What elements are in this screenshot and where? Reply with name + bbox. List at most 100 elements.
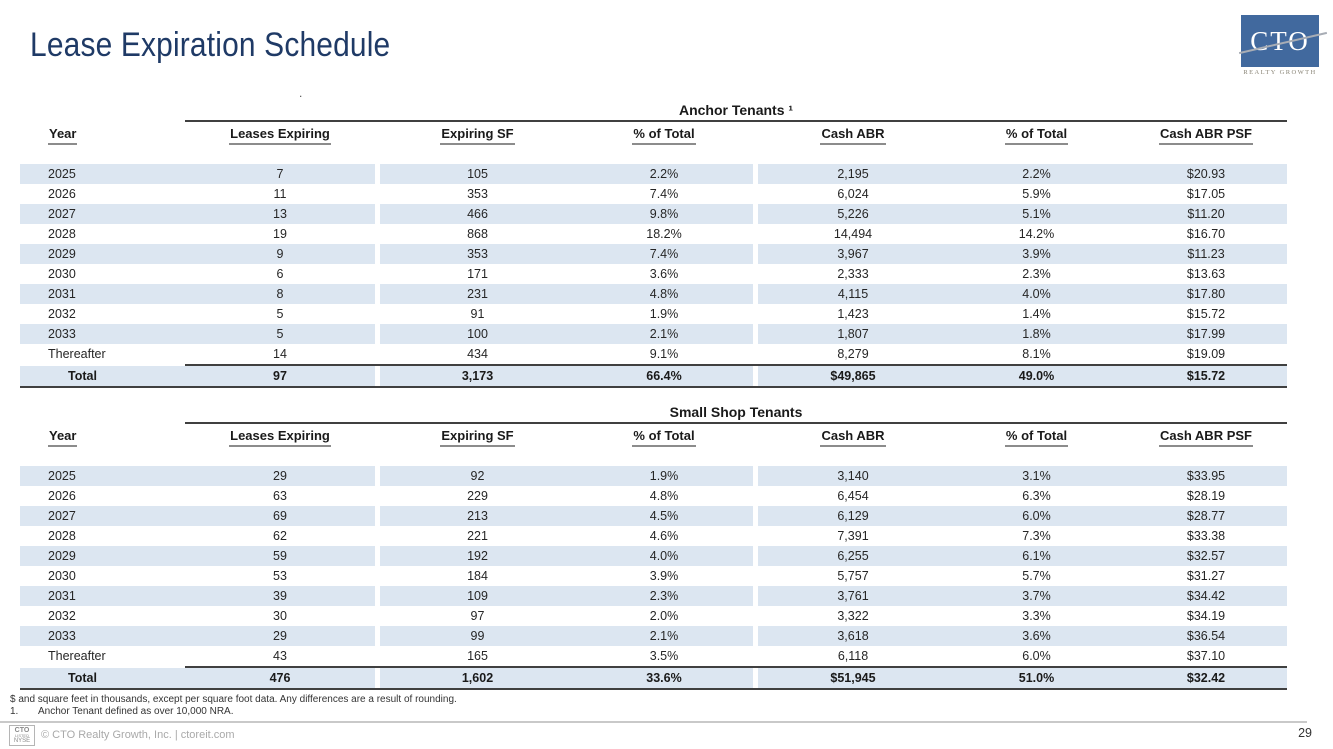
- cell: 63: [273, 489, 287, 503]
- cell: 6.1%: [948, 546, 1125, 566]
- table-top-rule: [185, 120, 1287, 122]
- cell: 2.2%: [948, 164, 1125, 184]
- badge-listed-text: LISTED: [14, 733, 29, 738]
- cell: 2.3%: [1022, 267, 1051, 281]
- total-cell: $51,945: [753, 668, 948, 688]
- cell: 6,255: [753, 546, 948, 566]
- cell: 9: [185, 244, 375, 264]
- table-row: 2033 29 99 2.1% 3,618 3.6% $36.54: [20, 626, 1287, 646]
- table-row: 2027 69 213 4.5% 6,129 6.0% $28.77: [20, 506, 1287, 526]
- cell: Thereafter: [48, 347, 106, 361]
- cell: $17.80: [1125, 284, 1287, 304]
- table-row: 2029 9 353 7.4% 3,967 3.9% $11.23: [20, 244, 1287, 264]
- cell: 2027: [20, 506, 185, 526]
- cell: 6,118: [753, 646, 948, 666]
- total-cell: Total: [20, 366, 185, 386]
- column-header: Cash ABR PSF: [1125, 122, 1287, 146]
- cell: 192: [375, 546, 575, 566]
- cell: 14: [273, 347, 287, 361]
- cell: 2031: [20, 284, 185, 304]
- cell: 2.0%: [649, 609, 679, 623]
- table-row: 2025 29 92 1.9% 3,140 3.1% $33.95: [20, 466, 1287, 486]
- cell: 353: [375, 244, 575, 264]
- cell: 11: [273, 187, 287, 201]
- cell: $28.77: [1125, 506, 1287, 526]
- cell: 59: [185, 546, 375, 566]
- table-row: 2026 63 229 4.8% 6,454 6.3% $28.19: [20, 486, 1287, 506]
- cell: $17.05: [1186, 187, 1226, 201]
- cell: 3.7%: [948, 586, 1125, 606]
- cell: 3,761: [753, 586, 948, 606]
- total-cell: 49.0%: [948, 366, 1125, 386]
- table-row: 2033 5 100 2.1% 1,807 1.8% $17.99: [20, 324, 1287, 344]
- cto-logo-mark: CTO: [1238, 15, 1328, 67]
- cell: 1.9%: [575, 466, 753, 486]
- nyse-listed-badge: CTO LISTED NYSE: [9, 725, 35, 746]
- total-cell: 33.6%: [575, 668, 753, 688]
- cell: $20.93: [1125, 164, 1287, 184]
- cell: 100: [375, 324, 575, 344]
- badge-cto-text: CTO: [14, 727, 30, 734]
- table-row: 2032 5 91 1.9% 1,423 1.4% $15.72: [20, 304, 1287, 324]
- cell: 3,322: [753, 606, 948, 626]
- cell: 1.9%: [649, 307, 679, 321]
- table-row: 2031 8 231 4.8% 4,115 4.0% $17.80: [20, 284, 1287, 304]
- cell: 3.9%: [649, 569, 679, 583]
- column-header-label: Year: [48, 126, 78, 145]
- cell: 14,494: [753, 224, 948, 244]
- column-header-label: % of Total: [1004, 428, 1069, 447]
- cell: $32.57: [1125, 546, 1287, 566]
- cell: 1,423: [753, 304, 948, 324]
- cell: 99: [375, 626, 575, 646]
- total-cell: $15.72: [1125, 366, 1287, 386]
- cell: 466: [375, 204, 575, 224]
- pre-total-rule: [185, 666, 1287, 668]
- table-top-rule: [185, 422, 1287, 424]
- small-shop-tenants-table: Small Shop Tenants Year Leases Expiring Exp…: [20, 402, 1287, 690]
- cell: 2030: [48, 267, 76, 281]
- column-header: % of Total: [948, 424, 1125, 448]
- cell: 6,129: [753, 506, 948, 526]
- total-cell: $49,865: [753, 366, 948, 386]
- table-row: 2030 53 184 3.9% 5,757 5.7% $31.27: [20, 566, 1287, 586]
- cell: 5,757: [753, 566, 948, 586]
- column-header-label: Leases Expiring: [229, 126, 331, 145]
- cell: 868: [375, 224, 575, 244]
- total-row: Total 476 1,602 33.6% $51,945 51.0% $32.42: [20, 668, 1287, 688]
- cell: 92: [375, 466, 575, 486]
- table-row: 2030 6 171 3.6% 2,333 2.3% $13.63: [20, 264, 1287, 284]
- column-header: Year: [20, 122, 185, 146]
- logo-realty-growth-text: REALTY GROWTH: [1243, 69, 1317, 76]
- cell: 4.8%: [575, 284, 753, 304]
- column-header-label: Cash ABR PSF: [1159, 428, 1253, 447]
- table-row: 2028 19 868 18.2% 14,494 14.2% $16.70: [20, 224, 1287, 244]
- footer-divider: [0, 721, 1307, 723]
- table-row: 2025 7 105 2.2% 2,195 2.2% $20.93: [20, 164, 1287, 184]
- cell: $34.42: [1125, 586, 1287, 606]
- cell: 2033: [20, 626, 185, 646]
- copyright-text: © CTO Realty Growth, Inc. | ctoreit.com: [41, 729, 235, 741]
- cell: 5.1%: [948, 204, 1125, 224]
- cell: 43: [273, 649, 287, 663]
- cell: 8: [185, 284, 375, 304]
- cell: 6,454: [753, 486, 948, 506]
- cell: $28.19: [1186, 489, 1226, 503]
- footnote-number: 1.: [10, 706, 19, 717]
- cell: $16.70: [1186, 227, 1226, 241]
- cell: 4.8%: [649, 489, 679, 503]
- cell: 2030: [48, 569, 76, 583]
- cell: 1.4%: [1022, 307, 1051, 321]
- cell: 105: [375, 164, 575, 184]
- cell: 2026: [48, 187, 76, 201]
- cell: 3.5%: [649, 649, 679, 663]
- table-header-row: Year Leases Expiring Expiring SF % of Total…: [20, 424, 1287, 448]
- total-cell: $32.42: [1125, 668, 1287, 688]
- column-header: Year: [20, 424, 185, 448]
- total-cell: 97: [185, 366, 375, 386]
- cell: 184: [375, 566, 575, 586]
- cell: 2,195: [753, 164, 948, 184]
- table-row: 2029 59 192 4.0% 6,255 6.1% $32.57: [20, 546, 1287, 566]
- cell: 3,140: [753, 466, 948, 486]
- cell: 8,279: [753, 344, 948, 364]
- column-header-label: Cash ABR PSF: [1159, 126, 1253, 145]
